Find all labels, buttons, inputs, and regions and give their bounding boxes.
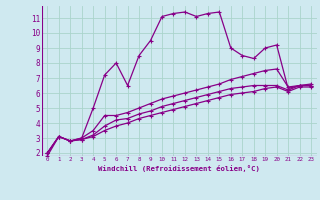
X-axis label: Windchill (Refroidissement éolien,°C): Windchill (Refroidissement éolien,°C): [98, 165, 260, 172]
